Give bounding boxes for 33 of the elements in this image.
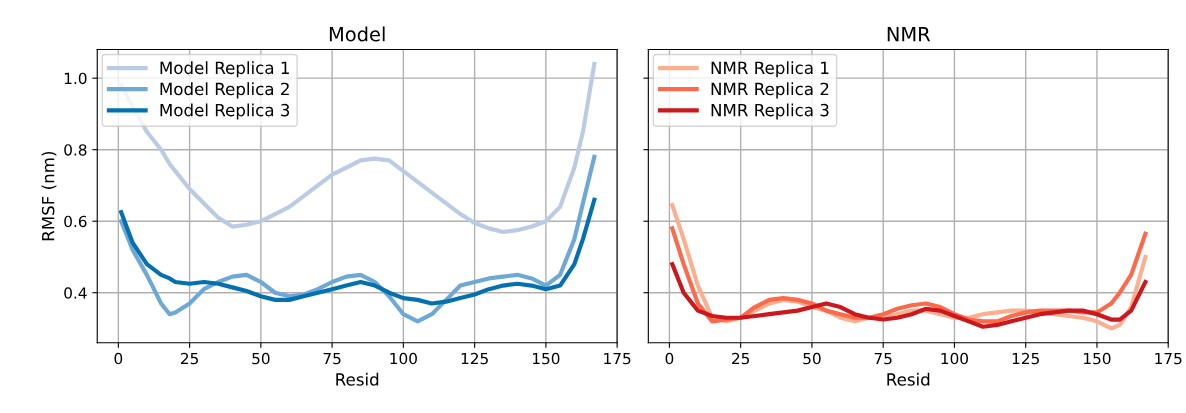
y-tick-label: 0.6 [64,215,87,228]
x-tick-label: 125 [461,352,488,365]
legend-label: NMR Replica 1 [711,61,829,78]
x-tick-label: 150 [1084,352,1111,365]
x-tick-label: 175 [1155,352,1182,365]
x-tick-label: 50 [803,352,821,365]
chart-title: NMR [887,27,931,42]
x-tick-label: 25 [732,352,750,365]
legend-label: NMR Replica 2 [711,82,829,99]
x-tick-label: 150 [532,352,560,365]
legend-label: Model Replica 2 [160,82,289,99]
x-tick-label: 100 [390,352,417,365]
x-tick-label: 50 [252,352,270,365]
y-tick-label: 1.0 [64,72,87,85]
legend-label: NMR Replica 3 [711,103,829,120]
x-tick-label: 175 [604,352,631,365]
x-tick-label: 0 [114,352,123,365]
x-tick-label: 75 [323,352,341,365]
line-series [119,154,597,324]
x-tick-label: 125 [1012,352,1039,365]
x-tick-label: 75 [874,352,892,365]
legend-label: Model Replica 3 [160,103,290,120]
x-tick-label: 25 [181,352,198,365]
x-tick-label: 0 [665,352,674,365]
x-axis-title: Resid [887,372,930,386]
legend-label: Model Replica 1 [160,61,289,78]
chart-title: Model [329,26,385,42]
line-series [119,197,597,306]
x-axis-title: Resid [336,372,379,386]
y-axis-title: RMSF (nm) [41,151,57,241]
y-tick-label: 0.8 [64,144,87,156]
y-tick-label: 0.4 [64,287,87,299]
x-tick-label: 100 [941,352,969,365]
